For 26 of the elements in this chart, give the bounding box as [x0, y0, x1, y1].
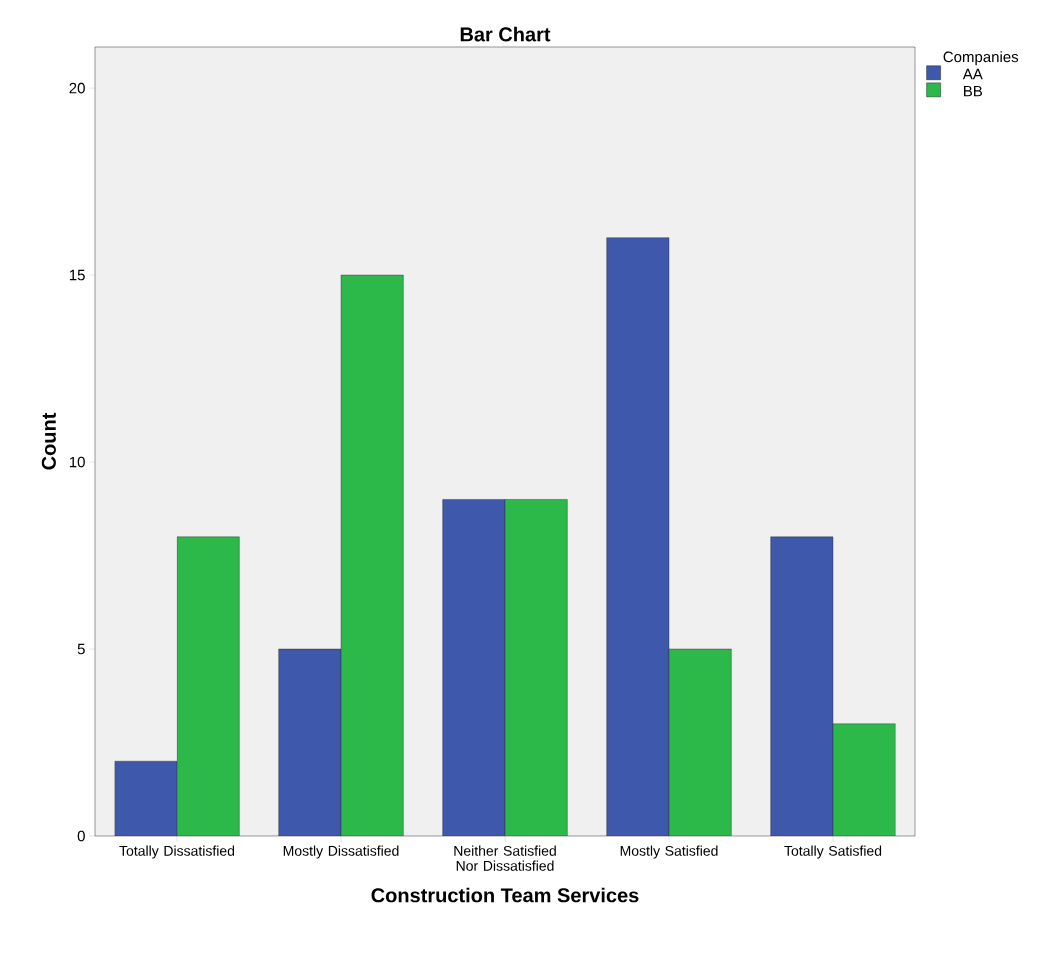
y-tick-label: 10 [69, 456, 85, 468]
legend-label: AA [962, 68, 983, 80]
x-tick-label: Totally Satisfied [784, 845, 882, 859]
bar [114, 761, 178, 836]
x-tick-label: Totally Dissatisfied [119, 845, 235, 859]
bar [669, 649, 732, 836]
bar [176, 536, 240, 836]
y-tick-label: 0 [77, 830, 85, 842]
bar [832, 723, 896, 836]
legend-label: BB [964, 85, 983, 97]
y-tick-label: 20 [69, 82, 85, 94]
chart-title: Bar Chart [460, 26, 551, 42]
y-axis-title: Count [41, 412, 56, 470]
x-tick-label: Neither Satisfied Nor Dissatisfied [454, 845, 556, 871]
bar [504, 499, 568, 836]
bar [606, 237, 670, 836]
x-tick-label: Mostly Satisfied [620, 845, 718, 859]
y-tick-label: 15 [69, 269, 85, 281]
bar [340, 274, 404, 836]
legend-title: Companies [943, 51, 1019, 66]
bar [770, 536, 834, 836]
x-axis-title: Construction Team Services [371, 887, 639, 903]
bar [442, 499, 506, 836]
x-tick-label: Mostly Dissatisfied [283, 845, 399, 859]
y-tick-label: 5 [77, 643, 85, 655]
bar [278, 648, 342, 836]
